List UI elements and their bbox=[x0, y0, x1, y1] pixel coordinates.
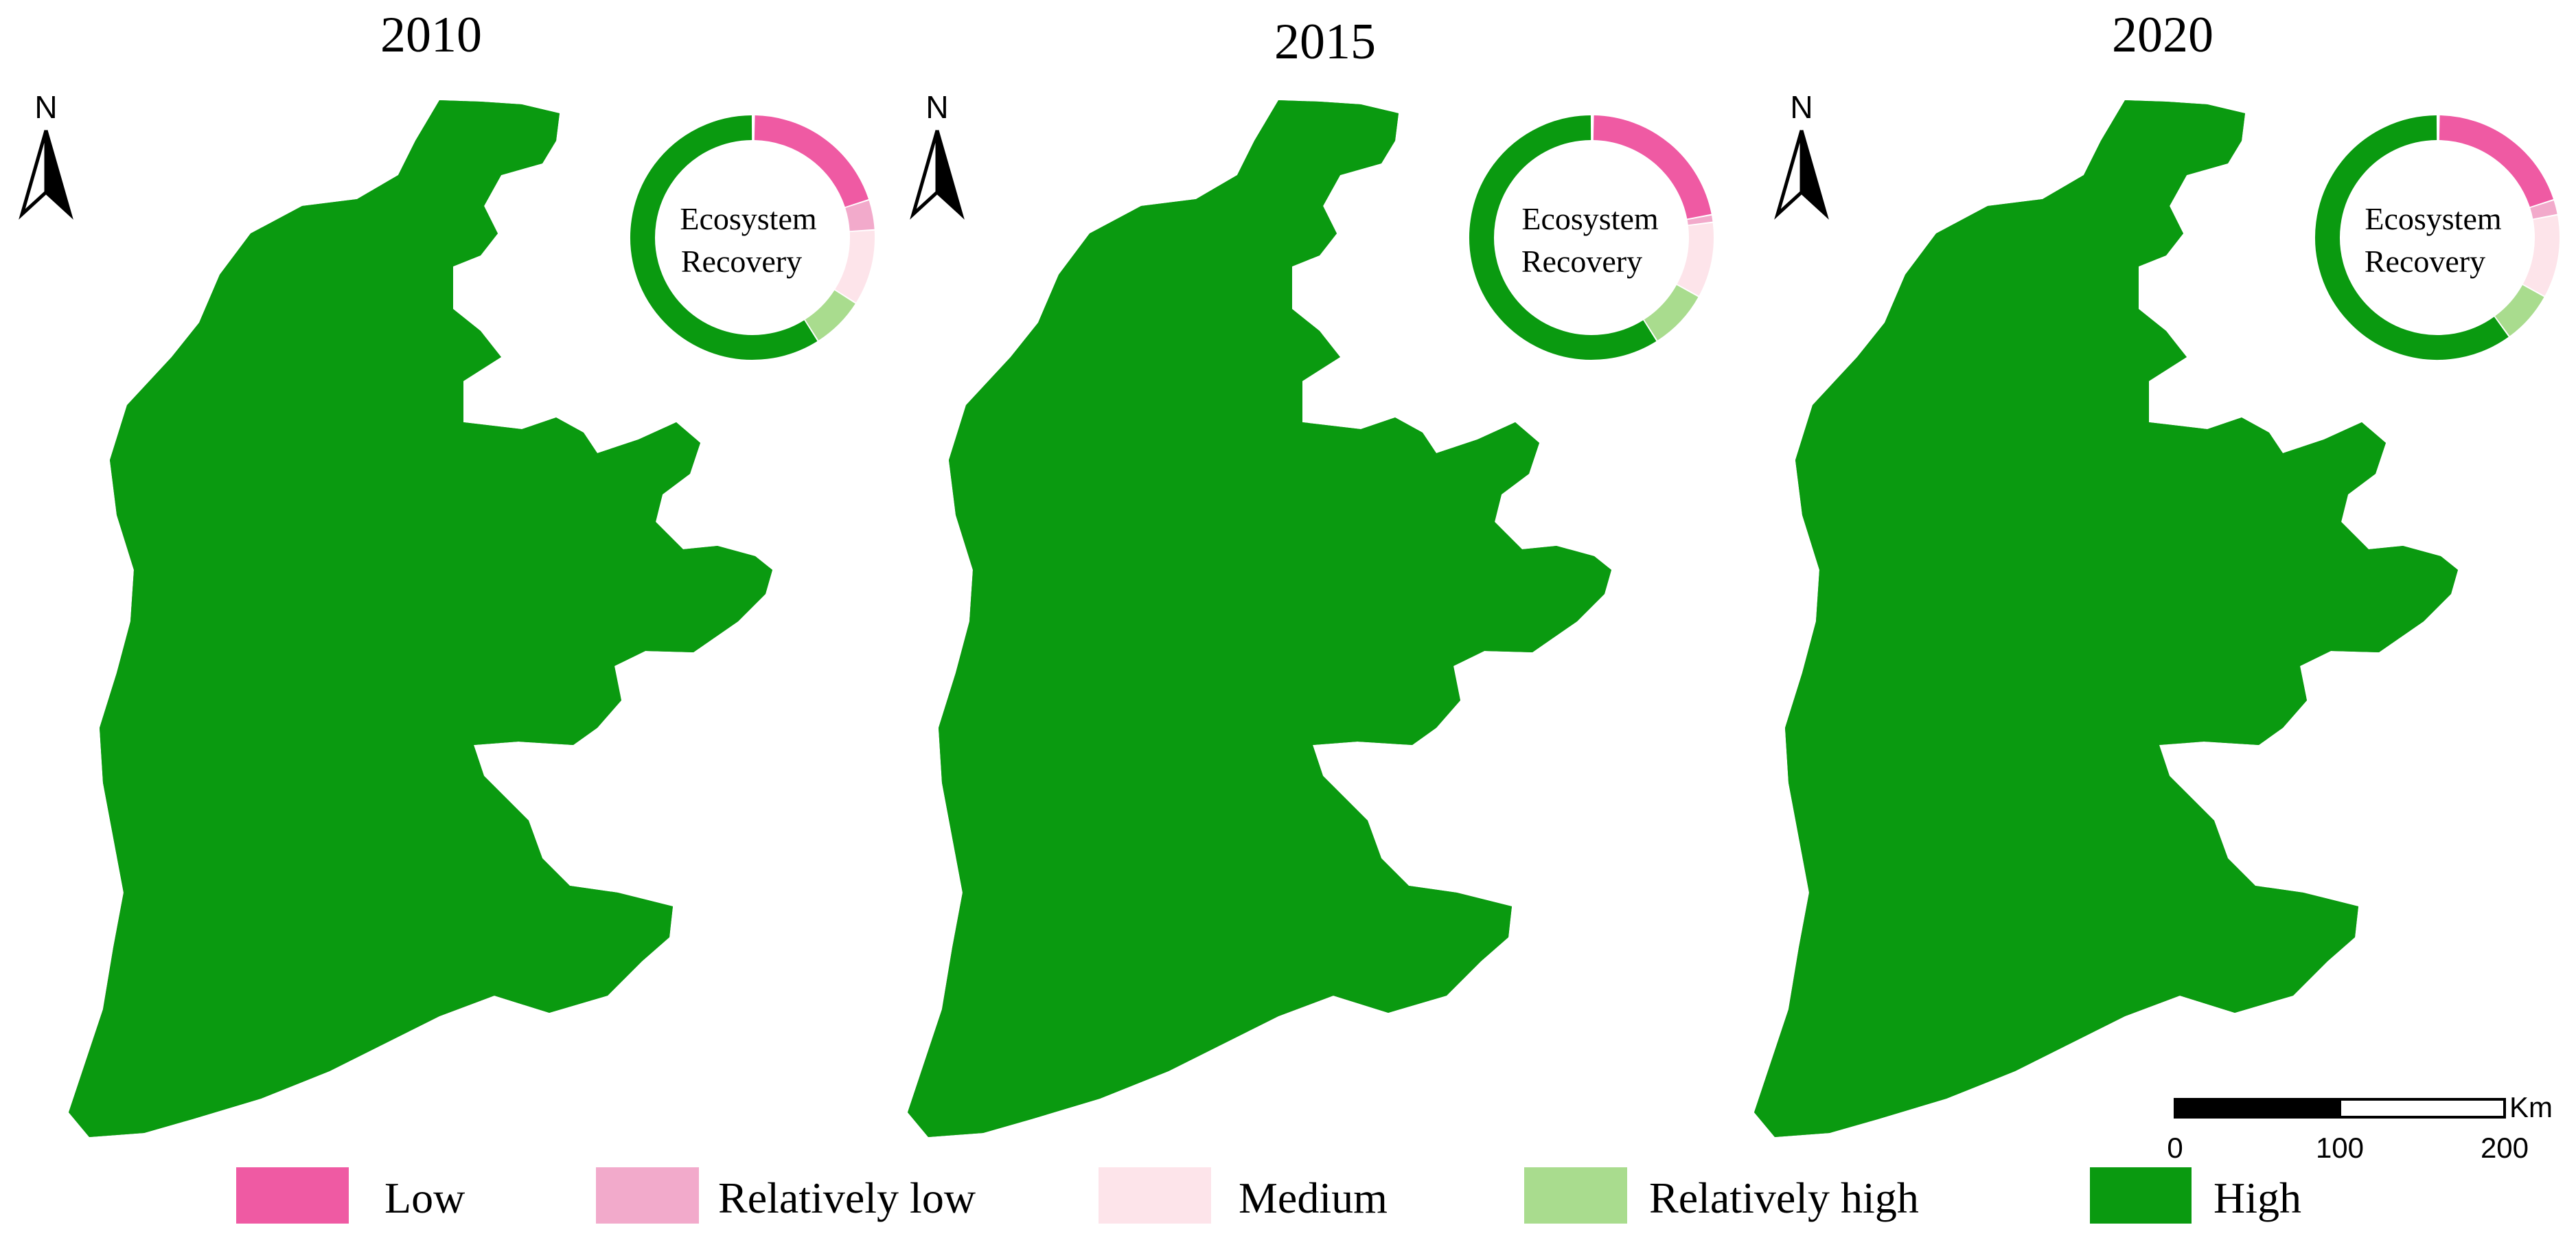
legend: Low Relatively low Medium Relatively hig… bbox=[236, 1167, 2301, 1224]
north-arrow-label: N bbox=[925, 89, 948, 125]
ecosystem-recovery-donut: Ecosystem Recovery bbox=[630, 115, 875, 360]
region-map bbox=[908, 96, 1629, 1147]
donut-segment-low bbox=[754, 115, 869, 207]
donut-segment-relatively-high bbox=[1644, 284, 1699, 341]
map-panel-2020: 2020 N bbox=[1754, 7, 2560, 1147]
north-arrow-icon: N bbox=[1774, 89, 1829, 220]
donut-segment-medium bbox=[1677, 222, 1714, 296]
donut-segment-medium bbox=[2522, 215, 2560, 296]
legend-label: Low bbox=[384, 1173, 465, 1222]
scale-bar-tick: 200 bbox=[2481, 1132, 2529, 1164]
legend-item-high: High bbox=[2090, 1167, 2301, 1224]
ecosystem-recovery-donut: Ecosystem Recovery bbox=[2315, 115, 2560, 360]
donut-label-line1: Ecosystem bbox=[2365, 201, 2502, 236]
donut-segment-medium bbox=[835, 230, 875, 303]
north-arrow-label: N bbox=[1790, 89, 1813, 125]
donut-label-line1: Ecosystem bbox=[680, 201, 817, 236]
map-panel-2015: 2015 N bbox=[908, 14, 1714, 1147]
panel-year-title: 2010 bbox=[380, 7, 482, 63]
donut-segment-high bbox=[630, 115, 818, 360]
legend-label: High bbox=[2213, 1173, 2301, 1222]
donut-segment-relatively-low bbox=[2530, 200, 2557, 219]
legend-item-medium: Medium bbox=[1099, 1167, 1388, 1224]
ecosystem-recovery-donut: Ecosystem Recovery bbox=[1469, 115, 1714, 360]
donut-segment-low bbox=[2439, 115, 2553, 207]
donut-label-line2: Recovery bbox=[2365, 244, 2485, 279]
legend-item-relatively-high: Relatively high bbox=[1524, 1167, 1919, 1224]
donut-segment-relatively-low bbox=[1687, 215, 1713, 225]
legend-label: Relatively high bbox=[1649, 1173, 1919, 1222]
donut-segment-high bbox=[1469, 115, 1657, 360]
donut-segment-relatively-low bbox=[845, 200, 875, 231]
donut-segment-high bbox=[2315, 115, 2509, 360]
donut-label-line1: Ecosystem bbox=[1521, 201, 1659, 236]
north-arrow-label: N bbox=[34, 89, 57, 125]
scale-bar-tick: 100 bbox=[2316, 1132, 2364, 1164]
donut-segment-relatively-high bbox=[2494, 284, 2544, 336]
legend-item-low: Low bbox=[236, 1167, 465, 1224]
donut-label-line2: Recovery bbox=[1521, 244, 1642, 279]
donut-segment-low bbox=[1593, 115, 1712, 219]
panel-year-title: 2015 bbox=[1274, 14, 1376, 70]
legend-item-relatively-low: Relatively low bbox=[596, 1167, 976, 1224]
scale-bar: Km 0 100 200 bbox=[2167, 1091, 2553, 1164]
legend-label: Relatively low bbox=[718, 1173, 976, 1222]
donut-label-line2: Recovery bbox=[681, 244, 802, 279]
map-panel-2010: 2010 N bbox=[19, 7, 875, 1147]
north-arrow-icon: N bbox=[19, 89, 73, 220]
panel-year-title: 2020 bbox=[2112, 7, 2213, 63]
legend-label: Medium bbox=[1239, 1173, 1388, 1222]
scale-bar-unit: Km bbox=[2509, 1091, 2553, 1123]
north-arrow-icon: N bbox=[910, 89, 965, 220]
scale-bar-tick: 0 bbox=[2167, 1132, 2183, 1164]
donut-segment-relatively-high bbox=[805, 290, 855, 341]
